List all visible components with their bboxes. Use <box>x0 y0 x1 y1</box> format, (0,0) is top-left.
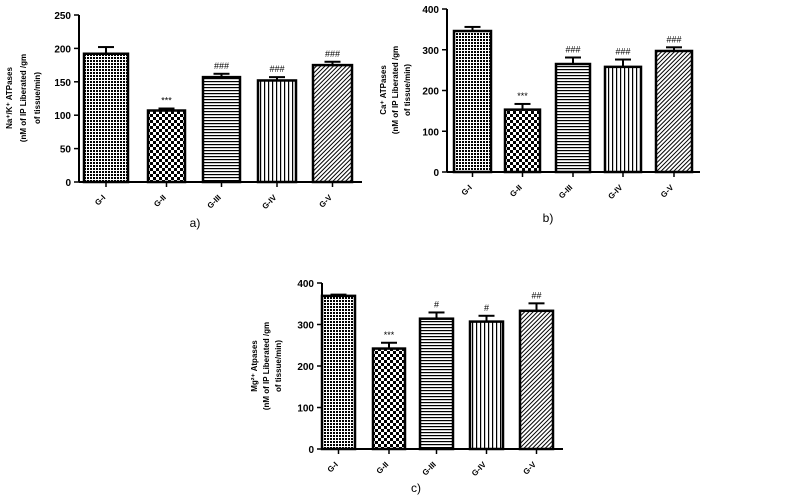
chart-panel-a: G-I *** G-II ### G-III ### G-IV ### G-V 0 50 100 150… <box>5 11 362 230</box>
y-axis-label: Mg²⁺ Atpases <box>250 340 259 392</box>
significance-label: ### <box>214 61 229 71</box>
bar-G-IV <box>256 79 298 184</box>
y-tick-label: 300 <box>297 321 314 332</box>
chart-panel-c: G-I *** G-II # G-III # G-IV ## G-V 0 100 200 300 400 M… <box>250 279 563 495</box>
bar-G-I <box>82 52 130 184</box>
x-tick-label: G-I <box>326 460 340 474</box>
bar-G-III <box>201 75 242 184</box>
y-tick-label: 400 <box>422 5 439 16</box>
y-axis-label: Ca⁺ ATPases <box>379 65 388 115</box>
x-tick-label: G-V <box>659 183 676 200</box>
x-tick-label: G-I <box>93 193 107 207</box>
y-axis-label: (nM of IP Liberated /gm <box>19 54 28 142</box>
bar-G-II <box>503 108 542 174</box>
x-tick-label: G-III <box>206 193 223 210</box>
y-tick-label: 300 <box>422 46 439 57</box>
bar-G-V <box>311 63 354 184</box>
significance-label: ### <box>615 47 630 57</box>
significance-label: ## <box>531 290 541 300</box>
bar-G-IV <box>468 320 505 451</box>
significance-label: # <box>434 299 439 309</box>
x-tick-label: G-II <box>375 460 391 476</box>
x-tick-label: G-IV <box>606 183 624 201</box>
x-tick-label: G-II <box>152 193 168 209</box>
y-tick-label: 150 <box>54 78 71 89</box>
y-tick-label: 400 <box>297 279 314 290</box>
significance-label: *** <box>161 96 172 106</box>
y-tick-label: 250 <box>54 11 71 22</box>
y-tick-label: 0 <box>65 178 71 189</box>
significance-label: ### <box>666 34 681 44</box>
x-tick-label: G-IV <box>260 193 278 211</box>
bar-G-II <box>146 109 187 184</box>
y-tick-label: 100 <box>54 111 71 122</box>
x-tick-label: G-V <box>317 193 334 210</box>
y-tick-label: 100 <box>297 404 314 415</box>
x-tick-label: G-V <box>521 460 538 477</box>
bar-G-V <box>654 49 694 174</box>
bar-G-I <box>320 294 357 451</box>
significance-label: ### <box>565 44 580 54</box>
significance-label: # <box>484 303 489 313</box>
y-axis-label: Na⁺/K⁺ ATPases <box>5 67 14 129</box>
y-axis-label: of tissue/min) <box>274 340 283 392</box>
bar-G-III <box>418 317 455 451</box>
y-axis-label: (nM of IP Liberated /gm <box>262 322 271 410</box>
panel-label: a) <box>190 216 201 230</box>
y-axis-label: (nM of IP Liberated /gm <box>391 46 400 134</box>
y-tick-label: 200 <box>422 87 439 98</box>
significance-label: *** <box>517 91 528 101</box>
y-tick-label: 0 <box>308 445 314 456</box>
x-tick-label: G-III <box>421 460 438 477</box>
x-tick-label: G-II <box>508 183 524 199</box>
y-axis-label: of tissue/min) <box>33 72 42 124</box>
significance-label: ### <box>325 49 340 59</box>
y-tick-label: 200 <box>54 44 71 55</box>
y-tick-label: 0 <box>433 168 439 179</box>
bar-G-II <box>371 347 407 451</box>
bar-G-V <box>518 309 555 451</box>
y-axis-label: of tissue/min) <box>403 64 412 116</box>
significance-label: ### <box>269 64 284 74</box>
y-tick-label: 100 <box>422 127 439 138</box>
panel-label: b) <box>543 211 554 225</box>
panel-label: c) <box>411 481 421 495</box>
y-tick-label: 50 <box>60 145 72 156</box>
significance-label: *** <box>384 330 395 340</box>
x-tick-label: G-I <box>460 183 474 197</box>
x-tick-label: G-IV <box>470 460 488 478</box>
bar-G-IV <box>603 65 643 174</box>
bar-G-III <box>554 62 592 174</box>
chart-panel-b: G-I *** G-II ### G-III ### G-IV ### G-V 0 100 200 30… <box>379 5 700 225</box>
y-tick-label: 200 <box>297 362 314 373</box>
bar-G-I <box>452 29 493 174</box>
x-tick-label: G-III <box>557 183 574 200</box>
